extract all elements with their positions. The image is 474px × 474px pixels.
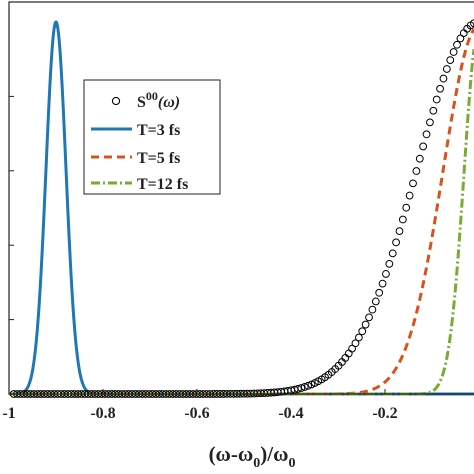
data-point [453,40,461,49]
data-point [459,29,468,37]
data-point [398,215,407,224]
legend-label-s00: S00(ω) [137,89,180,111]
data-point [392,238,400,247]
data-point [354,333,363,342]
data-point [436,84,444,93]
data-point [382,270,390,278]
x-tick-label: -0.4 [278,405,303,422]
data-point [368,305,377,314]
data-point [297,384,306,392]
data-point [300,383,309,391]
data-point [429,106,438,115]
x-axis-ticks [8,389,386,394]
data-point [442,65,451,73]
data-point [415,154,424,163]
data-point [426,118,434,127]
x-tick-label: -1 [2,405,15,422]
data-point [412,167,421,175]
data-point [371,297,380,306]
data-point [456,34,465,43]
axes-frame [8,1,474,395]
x-tick-label: -0.6 [184,405,209,422]
x-axis-label: (ω-ω0)/ω0 [209,442,296,471]
legend: S00(ω) T=3 fs T=5 fs T=12 fs [83,79,221,195]
series-markers-s00 [9,19,474,398]
legend-box [83,79,221,195]
data-point [358,327,367,336]
data-point [405,191,414,200]
legend-label-t12: T=12 fs [137,176,188,193]
legend-label-t3: T=3 fs [137,122,180,139]
data-point [409,179,417,188]
data-point [449,48,458,56]
series-line-t-12-fs [8,49,474,396]
data-point [351,339,360,348]
data-point [402,203,411,212]
data-point [365,313,373,322]
data-point [395,227,404,236]
y-axis-ticks [9,95,14,395]
data-point [432,95,441,104]
data-point [446,56,455,64]
data-point [385,259,394,268]
data-point [422,130,431,139]
data-point [419,142,428,151]
data-point [388,249,397,258]
x-tick-label: -0.2 [372,405,397,422]
data-point [378,279,387,288]
x-tick-label: -0.8 [90,405,115,422]
data-point [361,320,370,329]
data-point [439,74,448,83]
data-point [304,381,313,390]
x-axis-tick-labels: -1-0.8-0.6-0.4-0.200.20.4 [2,405,397,422]
legend-marker-s00 [111,96,121,106]
legend-label-t5: T=5 fs [137,150,180,167]
series-line-t-3-fs [8,20,474,396]
plot-area [8,19,474,398]
series-line-t-5-fs [8,28,474,396]
data-point [344,349,353,358]
data-point [375,288,384,297]
